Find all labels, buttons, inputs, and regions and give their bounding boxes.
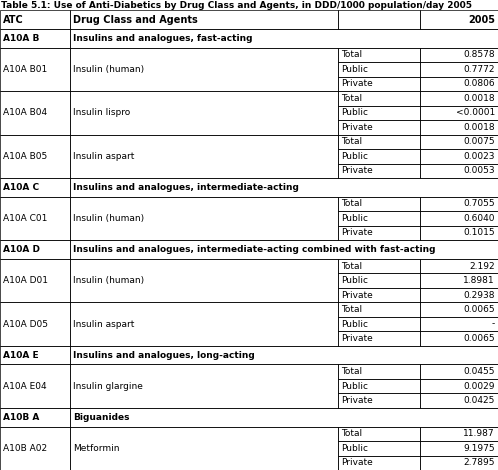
Text: Insulin aspart: Insulin aspart [73, 152, 134, 161]
Text: A10A D01: A10A D01 [3, 276, 48, 285]
Text: A10A B05: A10A B05 [3, 152, 47, 161]
Text: Public: Public [341, 320, 368, 329]
Text: 0.0018: 0.0018 [463, 94, 495, 103]
Text: Total: Total [341, 199, 362, 208]
Text: Private: Private [341, 79, 373, 88]
Text: 0.0023: 0.0023 [464, 152, 495, 161]
Text: A10B A02: A10B A02 [3, 444, 47, 453]
Text: Public: Public [341, 109, 368, 118]
Text: 0.6040: 0.6040 [464, 214, 495, 223]
Text: <0.0001: <0.0001 [456, 109, 495, 118]
Text: Insulin glargine: Insulin glargine [73, 382, 143, 391]
Text: Total: Total [341, 305, 362, 314]
Text: Private: Private [341, 228, 373, 237]
Text: Total: Total [341, 50, 362, 59]
Text: A10A B: A10A B [3, 34, 39, 43]
Text: 0.0065: 0.0065 [463, 334, 495, 343]
Text: Insulins and analogues, long-acting: Insulins and analogues, long-acting [73, 351, 255, 360]
Text: Total: Total [341, 94, 362, 103]
Text: Private: Private [341, 166, 373, 175]
Text: 0.0075: 0.0075 [463, 137, 495, 146]
Text: 2005: 2005 [468, 15, 495, 24]
Text: Public: Public [341, 152, 368, 161]
Text: Private: Private [341, 458, 373, 467]
Text: Insulin (human): Insulin (human) [73, 214, 144, 223]
Text: Private: Private [341, 290, 373, 299]
Text: Public: Public [341, 214, 368, 223]
Text: Public: Public [341, 276, 368, 285]
Text: Insulins and analogues, intermediate-acting: Insulins and analogues, intermediate-act… [73, 183, 299, 192]
Text: 0.0018: 0.0018 [463, 123, 495, 132]
Text: 0.8578: 0.8578 [463, 50, 495, 59]
Text: A10A D: A10A D [3, 245, 40, 254]
Text: 0.0053: 0.0053 [463, 166, 495, 175]
Text: Insulins and analogues, intermediate-acting combined with fast-acting: Insulins and analogues, intermediate-act… [73, 245, 435, 254]
Text: A10A C01: A10A C01 [3, 214, 47, 223]
Text: 0.7772: 0.7772 [464, 65, 495, 74]
Text: Insulin lispro: Insulin lispro [73, 109, 130, 118]
Text: 0.0029: 0.0029 [464, 382, 495, 391]
Text: Total: Total [341, 262, 362, 271]
Text: 2.7895: 2.7895 [464, 458, 495, 467]
Text: A10A C: A10A C [3, 183, 39, 192]
Text: Total: Total [341, 429, 362, 438]
Text: Private: Private [341, 396, 373, 405]
Text: Insulin aspart: Insulin aspart [73, 320, 134, 329]
Text: Public: Public [341, 382, 368, 391]
Text: A10A E: A10A E [3, 351, 39, 360]
Text: Metformin: Metformin [73, 444, 120, 453]
Text: Public: Public [341, 444, 368, 453]
Text: 0.0065: 0.0065 [463, 305, 495, 314]
Text: Insulins and analogues, fast-acting: Insulins and analogues, fast-acting [73, 34, 252, 43]
Text: A10A D05: A10A D05 [3, 320, 48, 329]
Text: 2.192: 2.192 [470, 262, 495, 271]
Text: A10B A: A10B A [3, 413, 39, 422]
Text: Total: Total [341, 137, 362, 146]
Text: 9.1975: 9.1975 [463, 444, 495, 453]
Text: 1.8981: 1.8981 [463, 276, 495, 285]
Text: Table 5.1: Use of Anti-Diabetics by Drug Class and Agents, in DDD/1000 populatio: Table 5.1: Use of Anti-Diabetics by Drug… [1, 0, 472, 10]
Text: 0.7055: 0.7055 [463, 199, 495, 208]
Text: A10A B01: A10A B01 [3, 65, 47, 74]
Text: A10A B04: A10A B04 [3, 109, 47, 118]
Text: 11.987: 11.987 [463, 429, 495, 438]
Text: ATC: ATC [3, 15, 24, 24]
Text: Private: Private [341, 123, 373, 132]
Text: Biguanides: Biguanides [73, 413, 129, 422]
Text: A10A E04: A10A E04 [3, 382, 47, 391]
Text: 0.0425: 0.0425 [464, 396, 495, 405]
Text: Private: Private [341, 334, 373, 343]
Text: Public: Public [341, 65, 368, 74]
Text: -: - [492, 320, 495, 329]
Text: 0.0806: 0.0806 [463, 79, 495, 88]
Text: Total: Total [341, 367, 362, 376]
Text: Insulin (human): Insulin (human) [73, 65, 144, 74]
Text: 0.2938: 0.2938 [464, 290, 495, 299]
Text: Drug Class and Agents: Drug Class and Agents [73, 15, 198, 24]
Text: Insulin (human): Insulin (human) [73, 276, 144, 285]
Text: 0.1015: 0.1015 [463, 228, 495, 237]
Text: 0.0455: 0.0455 [464, 367, 495, 376]
